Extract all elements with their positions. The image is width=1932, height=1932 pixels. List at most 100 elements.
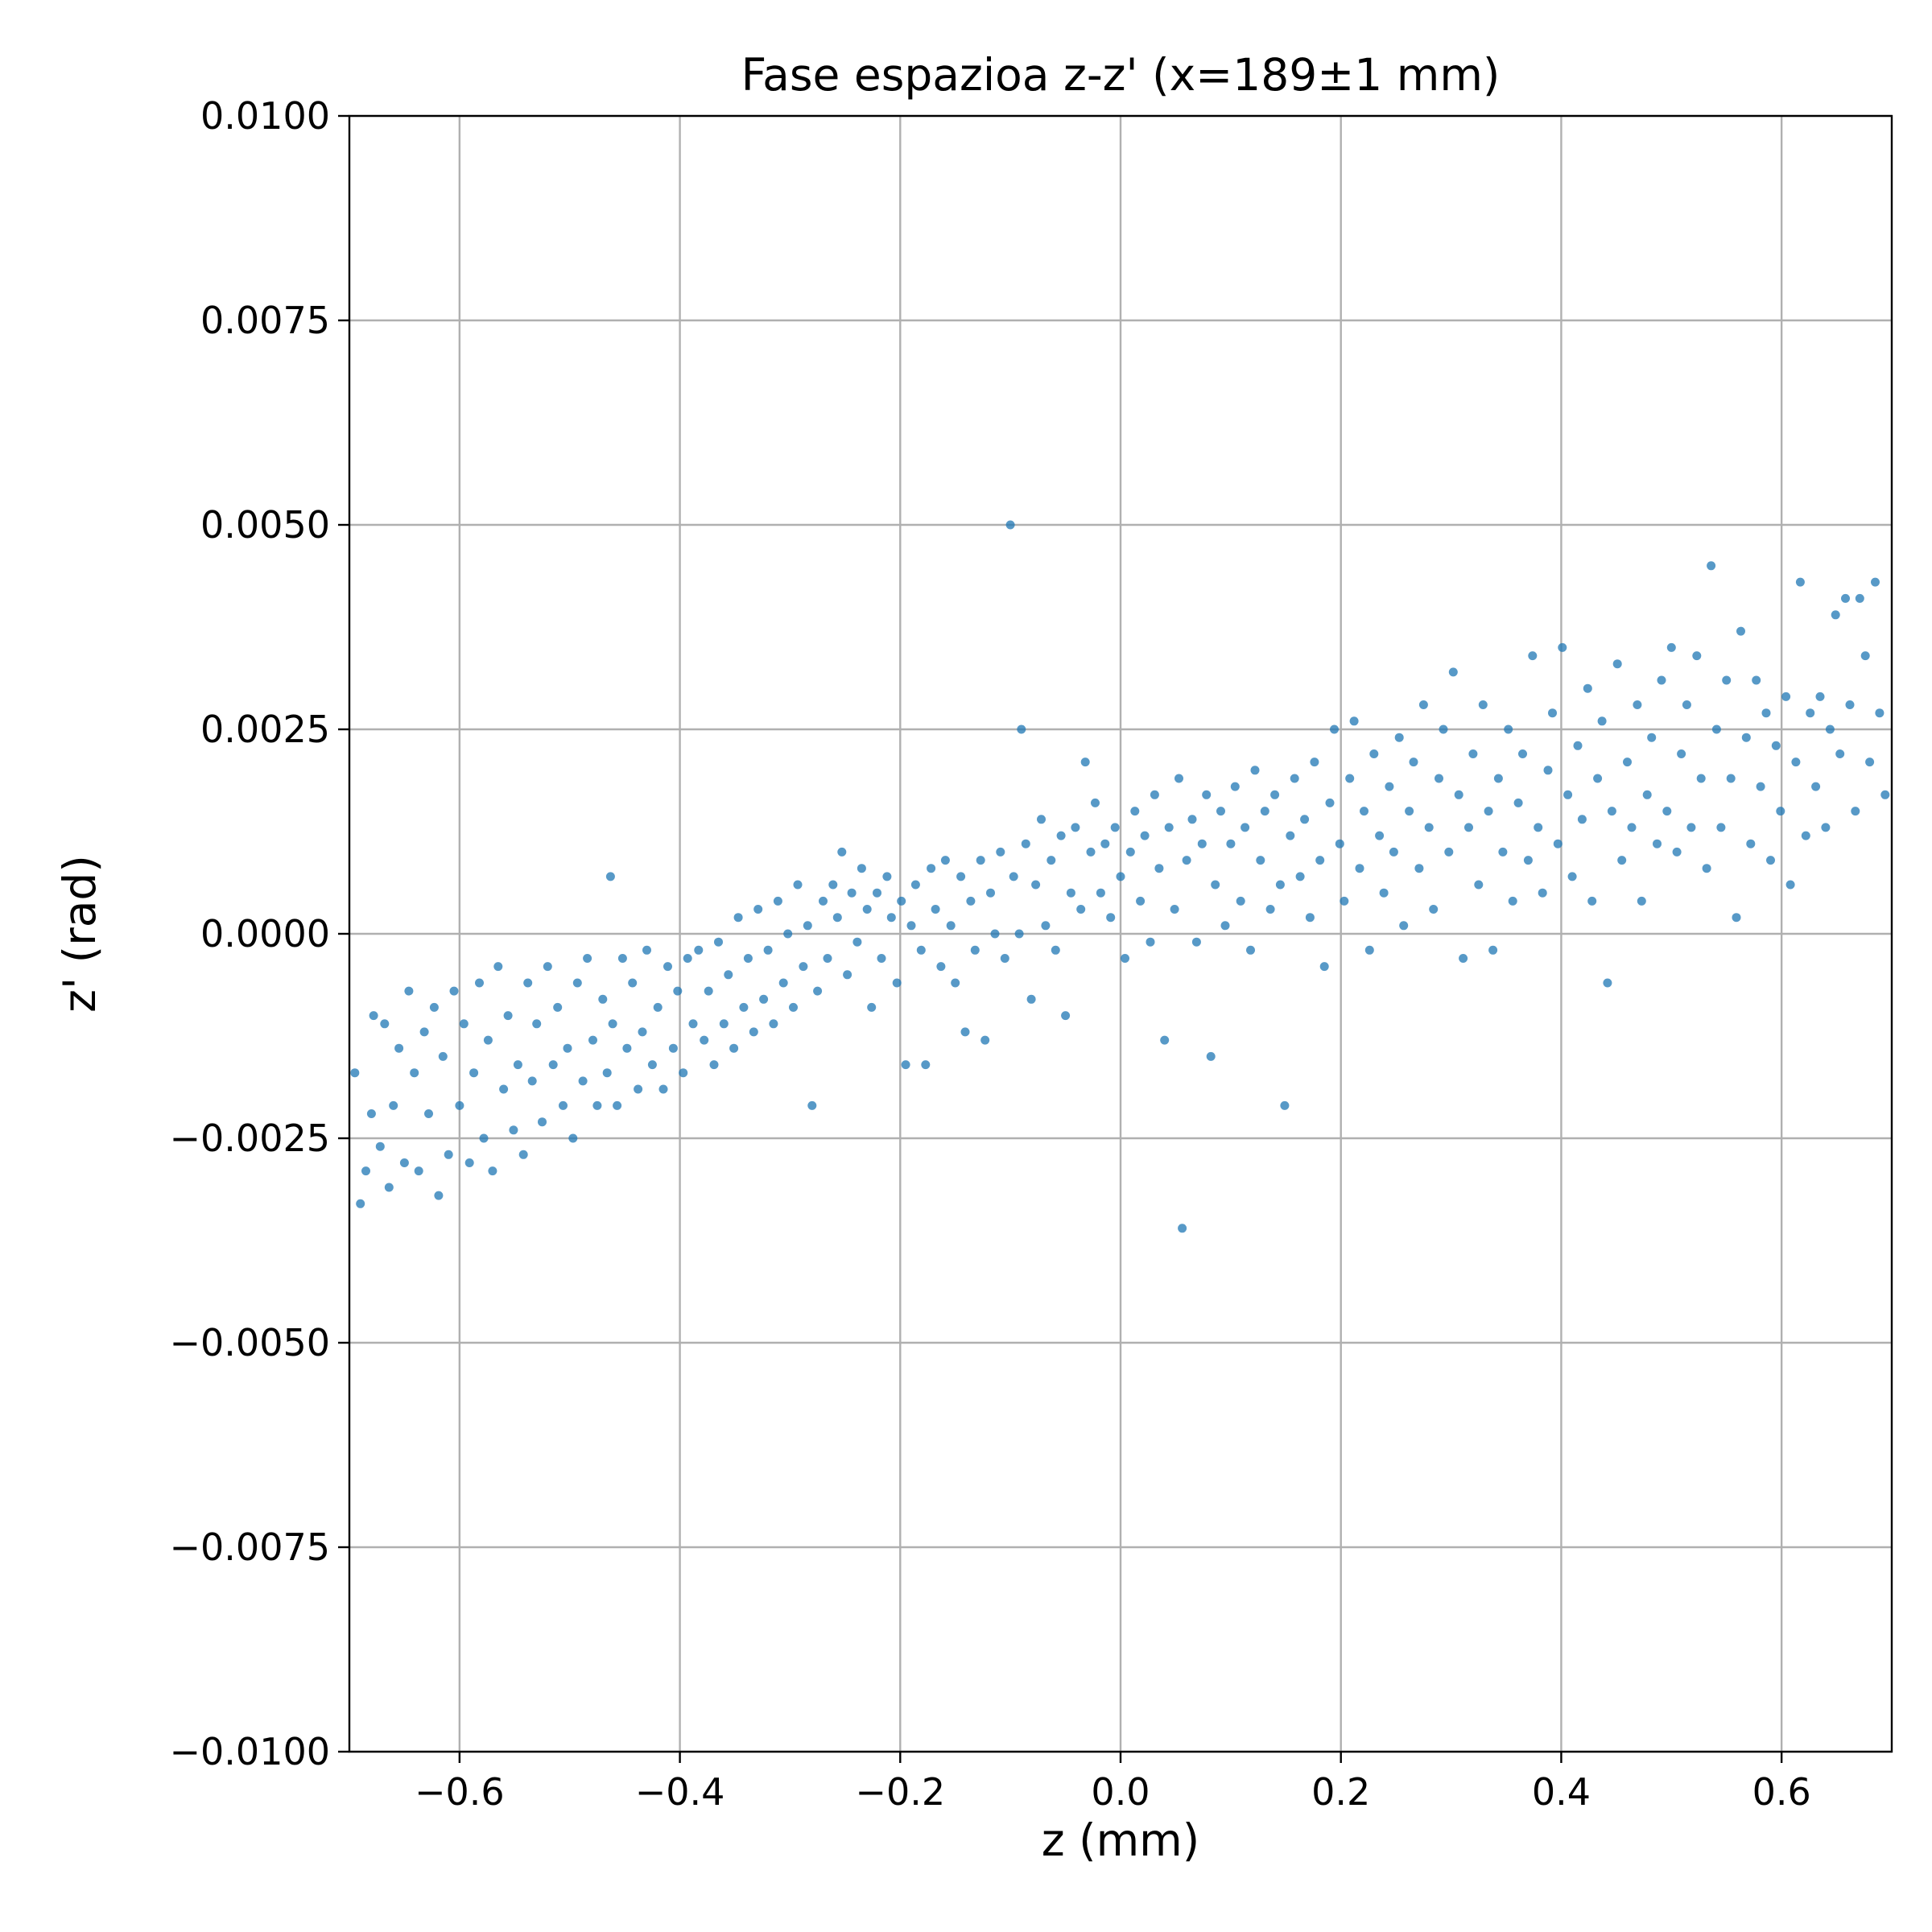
data-point [434, 1191, 444, 1200]
data-point [956, 872, 966, 881]
data-point [1270, 790, 1280, 799]
data-point [1236, 896, 1245, 906]
data-point [683, 954, 692, 963]
data-point [1815, 691, 1825, 701]
data-point [1187, 815, 1197, 824]
data-point [658, 1084, 668, 1094]
data-point [1414, 864, 1424, 873]
data-point [1116, 872, 1125, 881]
data-point [679, 1068, 688, 1078]
data-point [739, 1002, 749, 1012]
data-point [1256, 856, 1265, 865]
data-point [1825, 724, 1835, 734]
data-point [773, 896, 782, 906]
data-point [1464, 823, 1473, 832]
data-point [1130, 807, 1140, 816]
data-point [588, 1035, 597, 1045]
data-point [1005, 520, 1015, 530]
data-point [459, 1019, 469, 1029]
data-point [414, 1166, 423, 1176]
data-point [759, 994, 769, 1004]
x-tick-label: −0.4 [635, 1770, 725, 1814]
data-point [1518, 749, 1527, 758]
data-point [1021, 839, 1030, 848]
data-point [1379, 888, 1389, 898]
data-point [1160, 1035, 1170, 1045]
data-point [1305, 913, 1315, 923]
data-point [475, 978, 484, 988]
data-point [886, 913, 896, 923]
data-point [1726, 774, 1736, 783]
data-point [1220, 921, 1230, 931]
data-point [980, 1035, 990, 1045]
data-point [1682, 700, 1691, 709]
data-point [523, 978, 533, 988]
data-point [1216, 807, 1225, 816]
data-point [1752, 675, 1761, 685]
data-point [628, 978, 638, 988]
data-point [1761, 708, 1771, 718]
data-point [1096, 888, 1105, 898]
data-point [503, 1011, 513, 1021]
data-point [1880, 790, 1890, 799]
data-point [1657, 675, 1666, 685]
data-point [389, 1100, 398, 1110]
data-point [729, 1043, 739, 1053]
data-point [1241, 823, 1250, 832]
y-tick-label: 0.0025 [200, 708, 330, 751]
data-point [1066, 888, 1075, 898]
data-point [653, 1002, 663, 1012]
data-point [1662, 807, 1672, 816]
data-point [605, 872, 615, 881]
data-point [951, 978, 960, 988]
x-tick-label: 0.6 [1752, 1770, 1811, 1814]
data-point [966, 896, 976, 906]
data-point [1835, 749, 1845, 758]
data-point [769, 1019, 778, 1029]
data-point [608, 1019, 617, 1029]
data-point [429, 1002, 439, 1012]
data-point [1076, 905, 1086, 914]
data-point [532, 1019, 542, 1029]
data-point [1206, 1051, 1216, 1061]
data-point [1250, 766, 1260, 775]
data-point [1174, 774, 1183, 783]
data-point [847, 888, 857, 898]
data-point [479, 1133, 489, 1143]
data-point [1548, 708, 1557, 718]
data-point [1716, 823, 1726, 832]
data-point [444, 1150, 453, 1159]
data-point [1593, 774, 1603, 783]
x-axis-label: z (mm) [1042, 1814, 1199, 1866]
data-point [563, 1043, 572, 1053]
data-point [1230, 782, 1240, 791]
data-point [1523, 856, 1533, 865]
data-point [1736, 626, 1745, 636]
data-point [1672, 847, 1682, 857]
x-tick-label: 0.4 [1532, 1770, 1591, 1814]
data-point [857, 864, 866, 873]
data-point [1587, 896, 1597, 906]
data-point [1000, 954, 1009, 963]
data-point [783, 929, 793, 939]
data-point [1478, 700, 1488, 709]
data-point [1009, 872, 1018, 881]
data-point [700, 1035, 709, 1045]
data-point [1513, 798, 1523, 807]
data-point [1014, 929, 1024, 939]
data-point [1504, 724, 1513, 734]
data-point [1310, 758, 1319, 767]
x-axis-ticks: −0.6 −0.4 −0.2 0.0 0.2 0.4 0.6 [415, 1752, 1811, 1814]
data-point [647, 1060, 657, 1070]
data-point [910, 880, 920, 890]
data-point [622, 1043, 632, 1053]
data-point [1806, 708, 1815, 718]
data-point [1732, 913, 1741, 923]
data-point [901, 1060, 910, 1070]
data-point [1435, 774, 1443, 783]
data-point [1686, 823, 1696, 832]
data-point [704, 986, 713, 996]
data-point [1364, 945, 1374, 955]
